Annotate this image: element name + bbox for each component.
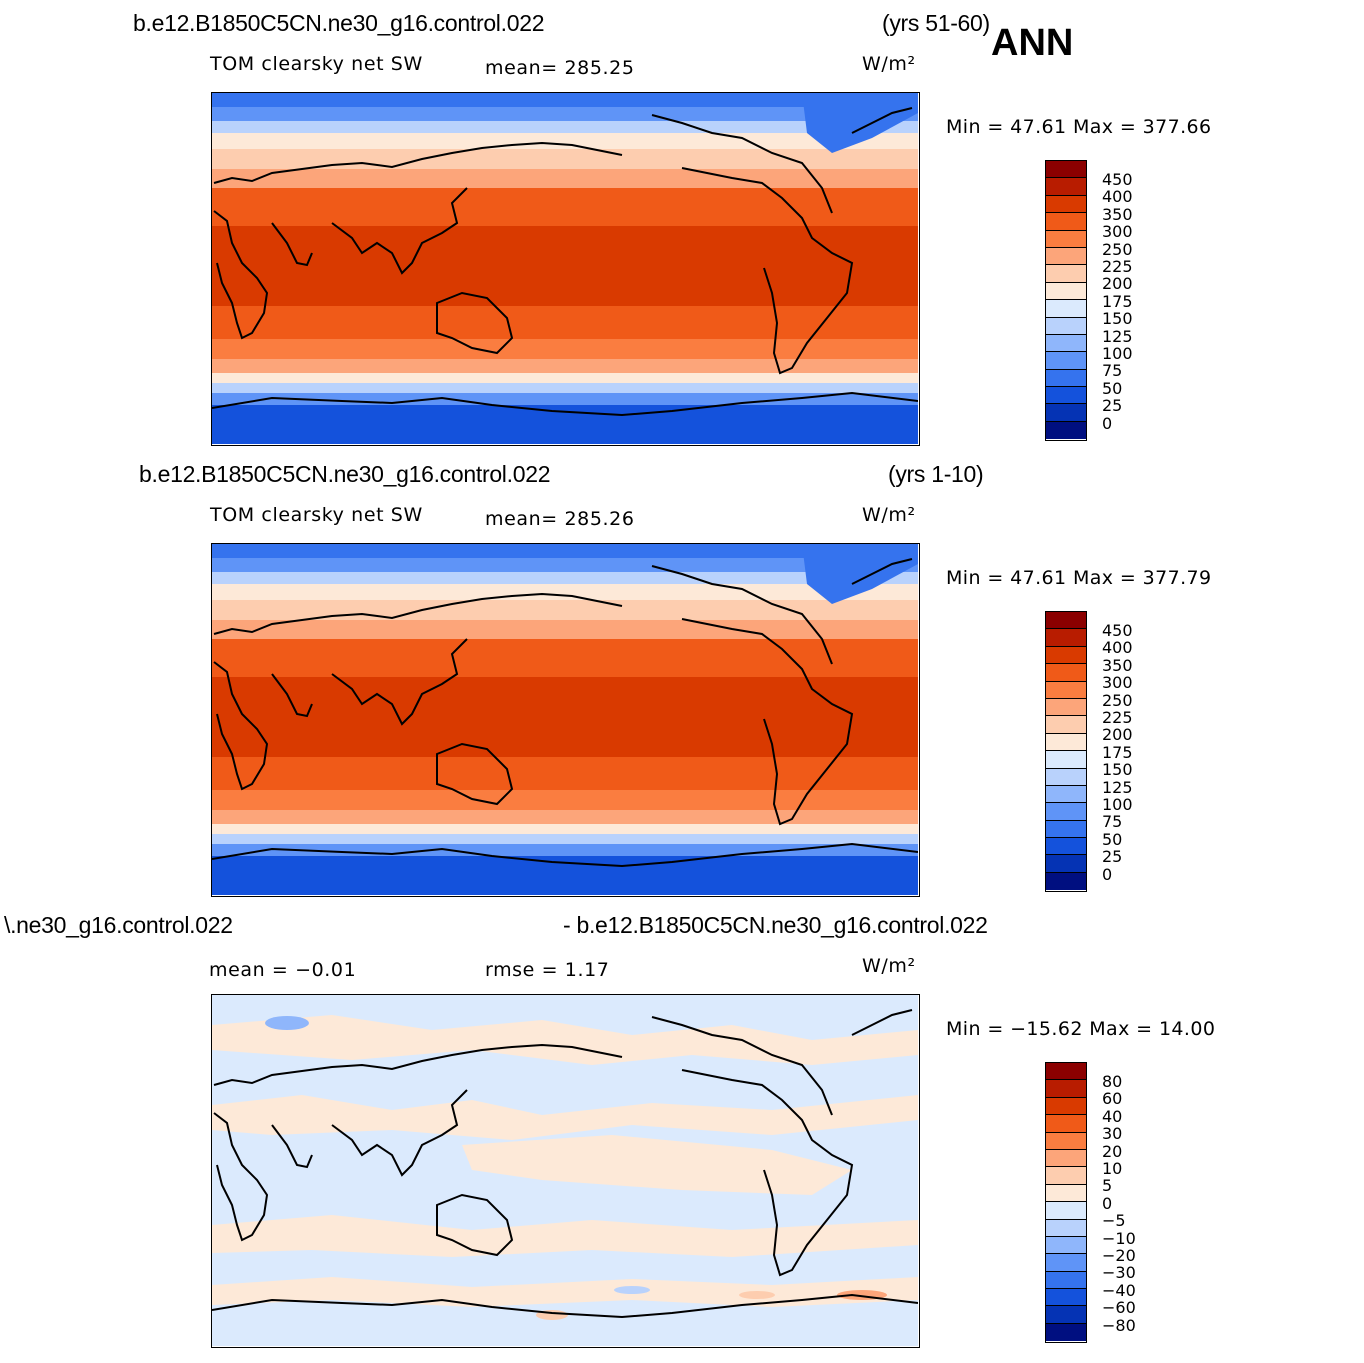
panel2-years: (yrs 1-10) [888,461,984,487]
cb-label: 350 [1102,204,1133,224]
panel2-minmax: Min = 47.61 Max = 377.79 [946,567,1212,589]
panel1-map [211,92,920,446]
cb-label: 125 [1102,326,1133,346]
panel2-units: W/m² [862,504,916,526]
panel1-map-field [212,93,918,444]
cb-label: 175 [1102,291,1133,311]
panel3-units: W/m² [862,955,916,977]
cb-label: 450 [1102,170,1133,189]
panel3-map-field [212,995,918,1346]
cb-label: −40 [1102,1280,1136,1300]
cb-label: 40 [1102,1106,1123,1126]
panel3-minmax: Min = −15.62 Max = 14.00 [946,1018,1216,1040]
cb-label: 300 [1102,222,1133,242]
cb-label: 100 [1102,344,1133,363]
cb-label: −10 [1102,1228,1136,1248]
cb-label: −5 [1102,1211,1126,1231]
cb-label: 0 [1102,864,1113,884]
panel3-rmse: rmse = 1.17 [485,959,610,981]
cb-label: 0 [1102,413,1113,433]
cb-label: 150 [1102,760,1133,780]
panel1-variable: TOM clearsky net SW [210,53,423,75]
cb-label: 175 [1102,742,1133,762]
cb-label: 250 [1102,239,1133,259]
panel2-colorbar [1045,611,1087,892]
cb-label: 200 [1102,274,1133,294]
panel3-case-subtracted: - b.e12.B1850C5CN.ne30_g16.control.022 [563,912,988,938]
cb-label: 25 [1102,396,1123,416]
cb-label: 400 [1102,638,1133,658]
panel3-map [211,994,920,1348]
cb-label: 225 [1102,257,1133,276]
cb-label: 5 [1102,1176,1113,1196]
cb-label: −30 [1102,1263,1136,1283]
panel1-colorbar [1045,160,1087,441]
cb-label: 50 [1102,829,1123,849]
panel2-mean: mean= 285.26 [485,508,635,530]
panel3-case-title: \.ne30_g16.control.022 [4,912,233,938]
panel1-case-title: b.e12.B1850C5CN.ne30_g16.control.022 [133,10,545,36]
cb-label: 150 [1102,309,1133,329]
cb-label: 30 [1102,1124,1123,1144]
cb-label: 450 [1102,621,1133,640]
panel1-minmax: Min = 47.61 Max = 377.66 [946,116,1212,138]
cb-label: 350 [1102,655,1133,675]
panel2-map [211,543,920,897]
cb-label: 300 [1102,673,1133,693]
panel2-map-field [212,544,918,895]
cb-label: 125 [1102,777,1133,797]
cb-label: 200 [1102,725,1133,745]
cb-label: 75 [1102,812,1123,832]
cb-label: 20 [1102,1141,1123,1161]
cb-label: −20 [1102,1246,1136,1265]
panel2-variable: TOM clearsky net SW [210,504,423,526]
panel3-mean: mean = −0.01 [209,959,357,981]
cb-label: 400 [1102,187,1133,207]
cb-label: 10 [1102,1159,1123,1178]
season-label: ANN [991,22,1074,64]
panel1-mean: mean= 285.25 [485,57,635,79]
cb-label: 25 [1102,847,1123,867]
cb-label: 250 [1102,690,1133,710]
cb-label: 100 [1102,795,1133,814]
panel3-colorbar [1045,1062,1087,1343]
cb-label: 60 [1102,1089,1123,1109]
cb-label: 0 [1102,1193,1113,1213]
panel1-years: (yrs 51-60) [882,10,990,36]
cb-label: 80 [1102,1072,1123,1091]
cb-label: 225 [1102,708,1133,727]
cb-label: 50 [1102,378,1123,398]
panel2-case-title: b.e12.B1850C5CN.ne30_g16.control.022 [139,461,551,487]
cb-label: −80 [1102,1315,1136,1335]
cb-label: 75 [1102,361,1123,381]
cb-label: −60 [1102,1298,1136,1318]
panel1-units: W/m² [862,53,916,75]
